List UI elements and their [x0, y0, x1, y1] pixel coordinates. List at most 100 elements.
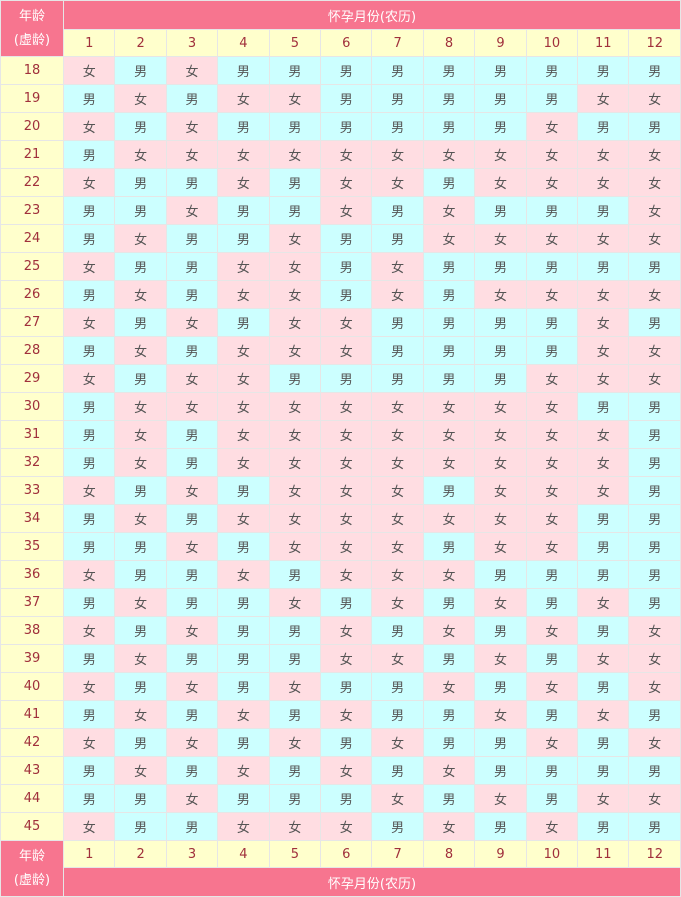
- girl-cell: 女: [577, 476, 630, 505]
- table-row: 37 男女男男女男女男女男女男: [0, 588, 681, 617]
- age-cell: 28: [0, 336, 64, 365]
- boy-cell: 男: [422, 532, 476, 561]
- boy-cell: 男: [114, 56, 167, 85]
- boy-cell: 男: [577, 812, 630, 841]
- month-number: 10: [525, 29, 579, 57]
- boy-cell: 男: [474, 84, 527, 113]
- boy-cell: 男: [422, 112, 476, 141]
- girl-cell: 女: [474, 140, 527, 169]
- boy-cell: 男: [628, 308, 681, 337]
- girl-cell: 女: [217, 168, 270, 197]
- girl-cell: 女: [217, 420, 270, 449]
- boy-cell: 男: [474, 616, 527, 645]
- boy-cell: 男: [320, 56, 373, 85]
- boy-cell: 男: [62, 504, 116, 533]
- girl-cell: 女: [628, 364, 681, 393]
- table-row: 39 男女男男男女女男女男女女: [0, 644, 681, 673]
- table-row: 26 男女男女女男女男女女女女: [0, 280, 681, 309]
- boy-cell: 男: [371, 364, 424, 393]
- boy-cell: 男: [628, 812, 681, 841]
- table-row: 28 男女男女女女男男男男女女: [0, 336, 681, 365]
- boy-cell: 男: [165, 420, 219, 449]
- month-number: 9: [474, 840, 527, 868]
- age-sub-label: (虚龄): [13, 872, 51, 888]
- boy-cell: 男: [577, 504, 630, 533]
- boy-cell: 男: [217, 672, 270, 701]
- girl-cell: 女: [320, 756, 373, 785]
- boy-cell: 男: [114, 812, 167, 841]
- age-cell: 33: [0, 476, 64, 505]
- girl-cell: 女: [474, 224, 527, 253]
- girl-cell: 女: [628, 168, 681, 197]
- boy-cell: 男: [62, 756, 116, 785]
- girl-cell: 女: [165, 364, 219, 393]
- age-cell: 34: [0, 504, 64, 533]
- girl-cell: 女: [422, 420, 476, 449]
- girl-cell: 女: [217, 756, 270, 785]
- girl-cell: 女: [422, 756, 476, 785]
- boy-cell: 男: [268, 700, 322, 729]
- girl-cell: 女: [371, 252, 424, 281]
- girl-cell: 女: [320, 336, 373, 365]
- girl-cell: 女: [165, 308, 219, 337]
- girl-cell: 女: [217, 504, 270, 533]
- month-number: 6: [320, 29, 373, 57]
- boy-cell: 男: [577, 532, 630, 561]
- girl-cell: 女: [371, 560, 424, 589]
- age-cell: 31: [0, 420, 64, 449]
- girl-cell: 女: [268, 448, 322, 477]
- boy-cell: 男: [628, 756, 681, 785]
- boy-cell: 男: [422, 280, 476, 309]
- girl-cell: 女: [474, 420, 527, 449]
- boy-cell: 男: [268, 168, 322, 197]
- girl-cell: 女: [422, 196, 476, 225]
- age-cell: 35: [0, 532, 64, 561]
- table-row: 27 女男女男女女男男男男女男: [0, 308, 681, 337]
- girl-cell: 女: [165, 112, 219, 141]
- girl-cell: 女: [422, 812, 476, 841]
- age-cell: 26: [0, 280, 64, 309]
- girl-cell: 女: [474, 588, 527, 617]
- boy-cell: 男: [217, 56, 270, 85]
- month-number: 2: [114, 29, 167, 57]
- girl-cell: 女: [371, 728, 424, 757]
- boy-cell: 男: [371, 672, 424, 701]
- girl-cell: 女: [165, 392, 219, 421]
- boy-cell: 男: [422, 364, 476, 393]
- girl-cell: 女: [114, 448, 167, 477]
- girl-cell: 女: [525, 616, 579, 645]
- table-row: 43 男女男女男女男女男男男男: [0, 756, 681, 785]
- age-cell: 29: [0, 364, 64, 393]
- table-row: 41 男女男女男女男男女男女男: [0, 700, 681, 729]
- girl-cell: 女: [577, 364, 630, 393]
- age-cell: 23: [0, 196, 64, 225]
- girl-cell: 女: [577, 644, 630, 673]
- boy-cell: 男: [320, 112, 373, 141]
- girl-cell: 女: [525, 728, 579, 757]
- boy-cell: 男: [62, 140, 116, 169]
- girl-cell: 女: [525, 392, 579, 421]
- boy-cell: 男: [62, 700, 116, 729]
- girl-cell: 女: [165, 196, 219, 225]
- girl-cell: 女: [217, 700, 270, 729]
- boy-cell: 男: [114, 112, 167, 141]
- girl-cell: 女: [62, 252, 116, 281]
- boy-cell: 男: [371, 112, 424, 141]
- month-number: 8: [422, 29, 476, 57]
- girl-cell: 女: [165, 476, 219, 505]
- boy-cell: 男: [217, 588, 270, 617]
- boy-cell: 男: [114, 168, 167, 197]
- girl-cell: 女: [320, 448, 373, 477]
- boy-cell: 男: [62, 588, 116, 617]
- girl-cell: 女: [268, 504, 322, 533]
- girl-cell: 女: [422, 140, 476, 169]
- boy-cell: 男: [422, 588, 476, 617]
- girl-cell: 女: [320, 700, 373, 729]
- girl-cell: 女: [577, 420, 630, 449]
- month-number: 6: [320, 840, 373, 868]
- girl-cell: 女: [577, 84, 630, 113]
- girl-cell: 女: [525, 420, 579, 449]
- month-number: 1: [62, 840, 116, 868]
- girl-cell: 女: [165, 672, 219, 701]
- girl-cell: 女: [320, 644, 373, 673]
